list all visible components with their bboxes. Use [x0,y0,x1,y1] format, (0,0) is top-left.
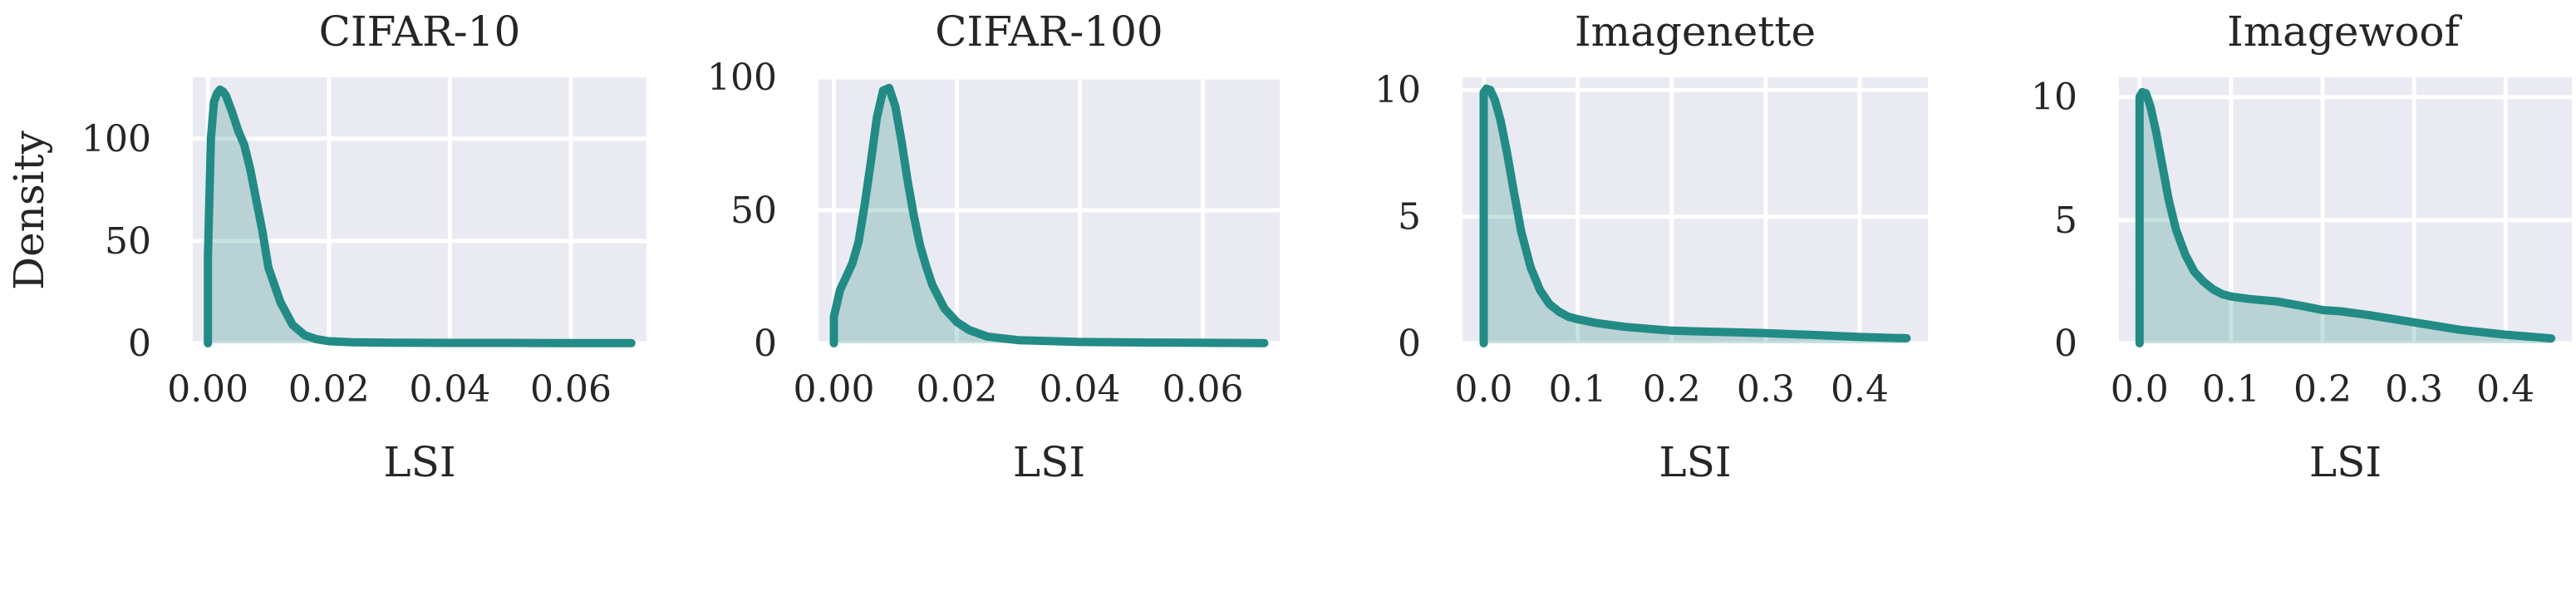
x-tick-label: 0.2 [1643,368,1701,411]
x-tick-label: 0.0 [2111,368,2169,411]
panel-3: 0.0 0.1 0.2 0.3 0.4 0 5 10 Imagenette LSI [1374,7,1928,486]
density-curve [204,85,636,347]
x-tick-label: 0.04 [1040,368,1121,411]
density-curve [829,83,1269,347]
y-tick-label: 5 [2054,200,2077,242]
x-axis-label: LSI [1659,438,1731,486]
x-tick-label: 0.00 [167,368,248,411]
y-tick-label: 100 [707,57,777,99]
x-tick-label: 0.04 [409,368,490,411]
density-area [1483,88,1907,343]
density-curve [1479,84,1911,347]
y-tick-label: 10 [1374,69,1421,111]
panel-title: CIFAR-10 [319,7,521,56]
x-tick-label: 0.2 [2293,368,2352,411]
panel-title: CIFAR-100 [935,7,1163,56]
x-tick-label: 0.1 [1549,368,1607,411]
density-area [208,89,632,344]
x-tick-label: 0.4 [1831,368,1889,411]
panel-2: 0.00 0.02 0.04 0.06 0 50 100 CIFAR-100 LSI [707,7,1280,486]
y-tick-label: 100 [81,118,151,160]
density-area [2139,91,2552,344]
x-tick-label: 0.0 [1454,368,1512,411]
x-tick-label: 0.06 [1163,368,1244,411]
y-tick-label: 10 [2031,76,2077,119]
x-tick-label: 0.1 [2202,368,2260,411]
x-axis-label: LSI [2309,438,2382,486]
panel-1: 0.00 0.02 0.04 0.06 0 50 100 CIFAR-10 LSI Density [5,7,646,486]
plot-background [1463,77,1928,343]
x-tick-label: 0.06 [530,368,612,411]
x-tick-label: 0.00 [794,368,875,411]
panel-title: Imagewoof [2227,7,2463,56]
x-tick-label: 0.4 [2476,368,2534,411]
x-tick-label: 0.02 [288,368,370,411]
y-tick-label: 50 [730,190,777,232]
panel-4: 0.0 0.1 0.2 0.3 0.4 0 5 10 Imagewoof LSI [2031,7,2572,486]
x-tick-label: 0.02 [917,368,998,411]
panel-title: Imagenette [1575,7,1816,56]
y-tick-label: 5 [1398,196,1421,239]
x-axis-label: LSI [383,438,455,486]
y-tick-label: 0 [128,323,151,365]
x-tick-label: 0.3 [2385,368,2443,411]
density-curve [2135,87,2556,347]
y-tick-label: 50 [105,220,151,263]
x-axis-label: LSI [1013,438,1085,486]
y-tick-label: 0 [754,323,777,365]
density-area [833,87,1265,344]
y-tick-label: 0 [1398,323,1421,365]
x-tick-label: 0.3 [1737,368,1795,411]
plot-background [2119,77,2572,343]
y-tick-label: 0 [2054,323,2077,365]
y-axis-label: Density [5,130,53,290]
